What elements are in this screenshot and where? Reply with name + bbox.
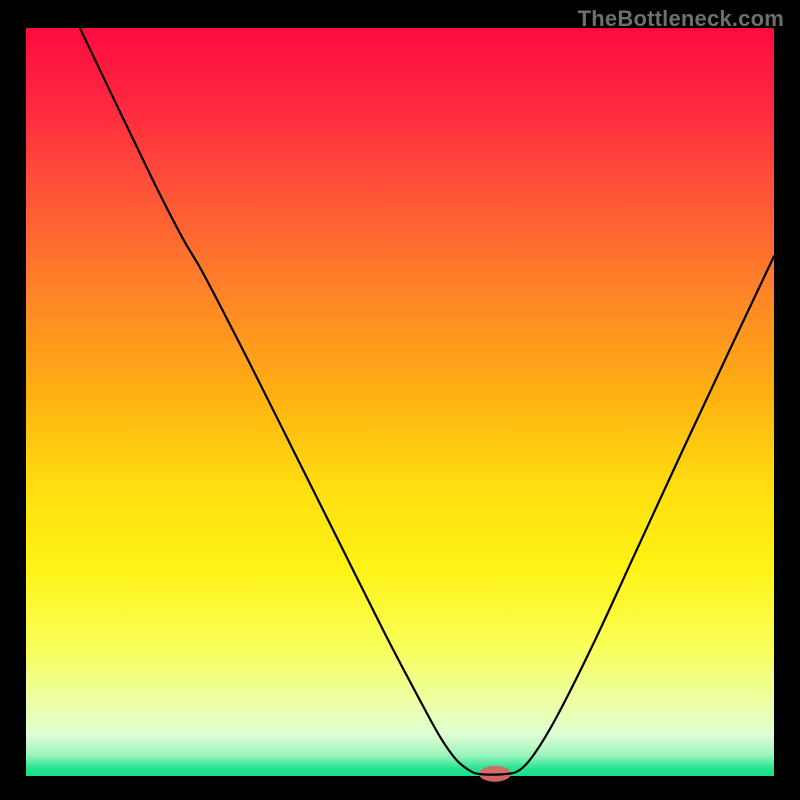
chart-canvas	[0, 0, 800, 800]
bottleneck-curve-chart: { "watermark": { "text": "TheBottleneck.…	[0, 0, 800, 800]
watermark-text: TheBottleneck.com	[578, 6, 784, 32]
